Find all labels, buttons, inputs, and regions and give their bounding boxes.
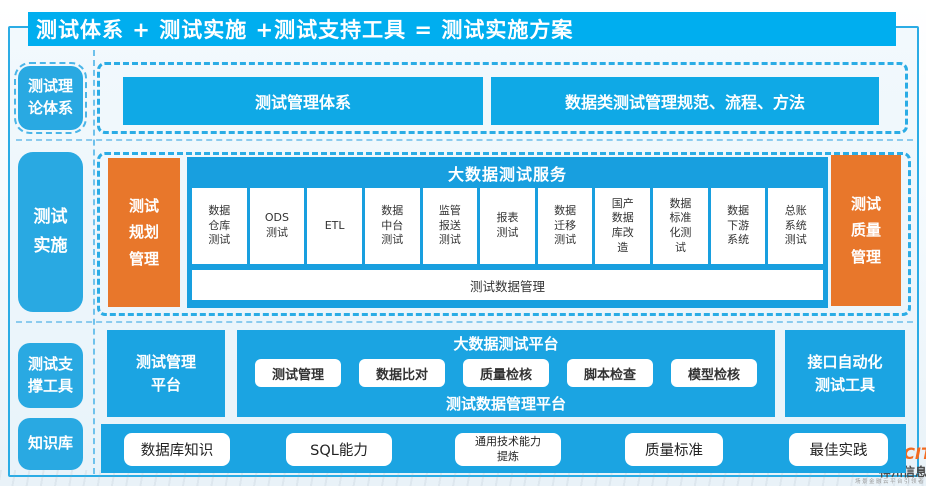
- logo-slogan: 场景金融云平台引领者: [855, 479, 926, 485]
- quality-standard-button: 质量标准: [625, 433, 723, 466]
- api-automation-test-tool-box: 接口自动化 测试工具: [785, 330, 905, 417]
- test-management-button: 测试管理: [255, 359, 341, 387]
- test-planning-management-box: 测试 规划 管理: [108, 158, 180, 307]
- sidebar-item-support-tools: 测试支 撑工具: [18, 343, 83, 408]
- best-practice-button: 最佳实践: [789, 433, 888, 466]
- service-cell-data-warehouse-test: 数据 仓库 测试: [192, 188, 247, 264]
- data-comparison-button: 数据比对: [359, 359, 445, 387]
- bigdata-test-services-title: 大数据测试服务: [447, 164, 567, 184]
- test-data-management-platform-bar: 测试数据管理平台: [445, 394, 566, 413]
- bigdata-test-services-panel: 大数据测试服务 数据 仓库 测试 ODS 测试 ETL 数据 中台 测试 监管 …: [187, 157, 828, 308]
- model-check-button: 模型检核: [671, 359, 757, 387]
- test-quality-management-box: 测试 质量 管理: [831, 155, 901, 306]
- row-separator-1: [16, 139, 913, 141]
- service-cell-data-middle-platform-test: 数据 中台 测试: [364, 188, 420, 264]
- header-bar: 测试体系 + 测试实施 +测试支持工具 = 测试实施方案: [28, 12, 896, 46]
- service-cell-data-migration-test: 数据 迁移 测试: [537, 188, 593, 264]
- service-cell-domestic-db-transformation: 国产 数据 库改 造: [595, 188, 651, 264]
- knowledge-base-bar: 数据库知识 SQL能力 通用技术能力 提炼 质量标准 最佳实践: [101, 424, 906, 473]
- row-separator-2: [16, 321, 913, 323]
- database-knowledge-button: 数据库知识: [124, 433, 230, 466]
- data-test-standards-box: 数据类测试管理规范、流程、方法: [491, 77, 879, 125]
- service-cell-data-standardization-test: 数据 标准 化测 试: [653, 188, 708, 264]
- service-cell-ods-test: ODS 测试: [249, 188, 305, 264]
- sidebar-item-theory: 测试理 论体系: [14, 62, 87, 134]
- general-tech-capability-button: 通用技术能力 提炼: [455, 433, 561, 466]
- service-cell-regulatory-reporting-test: 监管 报送 测试: [422, 188, 478, 264]
- service-cell-etl: ETL: [307, 188, 362, 264]
- sidebar-item-knowledge-base: 知识库: [18, 418, 83, 470]
- service-cells-row: 数据 仓库 测试 ODS 测试 ETL 数据 中台 测试 监管 报送 测试 报表…: [192, 188, 824, 264]
- sidebar-item-implementation: 测试 实施: [18, 152, 83, 312]
- service-cell-general-ledger-test: 总账 系统 测试: [768, 188, 824, 264]
- page-title: 测试体系 + 测试实施 +测试支持工具 = 测试实施方案: [36, 18, 574, 42]
- test-management-platform-box: 测试管理 平台: [107, 330, 225, 417]
- sql-capability-button: SQL能力: [286, 433, 392, 466]
- implementation-row-container: [97, 152, 911, 316]
- service-cell-report-test: 报表 测试: [480, 188, 535, 264]
- test-data-management-bar: 测试数据管理: [192, 270, 823, 300]
- test-management-system-box: 测试管理体系: [123, 77, 483, 125]
- script-check-button: 脚本检查: [567, 359, 653, 387]
- quality-check-button: 质量检核: [463, 359, 549, 387]
- background-texture: [0, 470, 926, 486]
- platform-buttons-row: 测试管理 数据比对 质量检核 脚本检查 模型检核: [237, 355, 775, 391]
- theory-row-container: 测试管理体系 数据类测试管理规范、流程、方法: [97, 62, 908, 134]
- bigdata-test-platform-panel: 大数据测试平台 测试管理 数据比对 质量检核 脚本检查 模型检核 测试数据管理平…: [237, 330, 775, 417]
- sidebar-divider: [93, 50, 95, 474]
- bigdata-test-platform-title: 大数据测试平台: [453, 335, 559, 353]
- service-cell-data-downstream-systems: 数据 下游 系统: [710, 188, 766, 264]
